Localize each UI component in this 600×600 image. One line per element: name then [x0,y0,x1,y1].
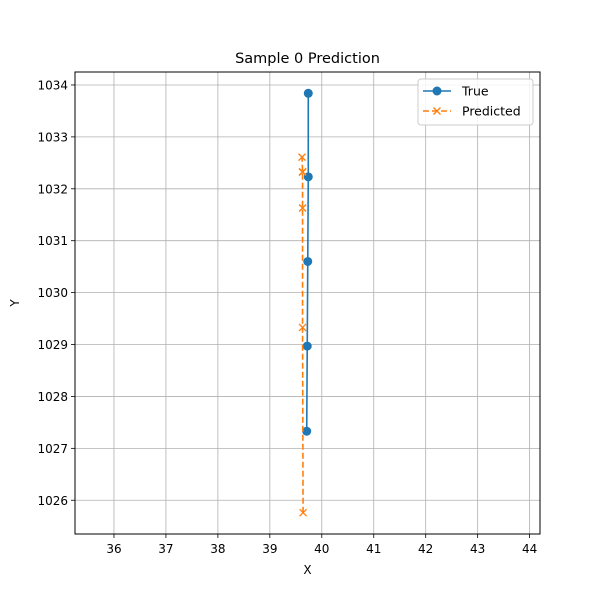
predicted-point [298,323,307,332]
predicted-point [298,167,307,176]
true-point [303,256,313,266]
marker-stroke [298,204,307,212]
y-tick-label: 1031 [37,234,68,248]
chart-title: Sample 0 Prediction [235,51,380,67]
x-axis: 36 37 38 39 40 41 42 43 44 [106,534,537,556]
legend-label-predicted: Predicted [462,104,521,119]
true-point [302,426,312,436]
x-axis-label: X [303,563,311,577]
x-tick-label: 39 [262,542,277,556]
y-tick-label: 1029 [37,338,68,352]
x-tick-label: 37 [158,542,173,556]
marker-stroke [433,107,441,115]
y-tick-label: 1030 [37,286,68,300]
x-tick-label: 42 [418,542,433,556]
legend: True Predicted [417,78,534,126]
y-tick-label: 1027 [37,442,68,456]
x-tick-label: 36 [106,542,121,556]
predicted-point [299,508,308,517]
x-tick-label: 38 [210,542,225,556]
y-axis: 1026 1027 1028 1029 1030 1031 1032 1033 1034 [37,78,75,508]
series-group [298,88,313,517]
x-tick-label: 43 [470,542,485,556]
predicted-series-line [301,157,304,513]
marker-stroke [299,508,308,517]
y-tick-label: 1032 [37,182,68,196]
x-tick-label: 40 [314,542,329,556]
y-tick-label: 1034 [37,78,68,92]
y-tick-label: 1028 [37,390,68,404]
true-point [432,86,442,96]
legend-label-true: True [461,84,489,99]
y-tick-label: 1026 [37,494,68,508]
true-point [302,341,312,351]
y-axis-label: Y [8,299,22,308]
y-tick-label: 1033 [37,130,68,144]
true-point [303,88,313,98]
plot-area [74,71,541,535]
predicted-point [298,153,307,162]
marker-stroke [298,323,307,332]
x-tick-label: 41 [366,542,381,556]
marker-stroke [298,167,307,176]
predicted-point [433,107,441,115]
x-tick-label: 44 [522,542,537,556]
predicted-point [298,204,307,212]
marker-stroke [298,153,307,162]
